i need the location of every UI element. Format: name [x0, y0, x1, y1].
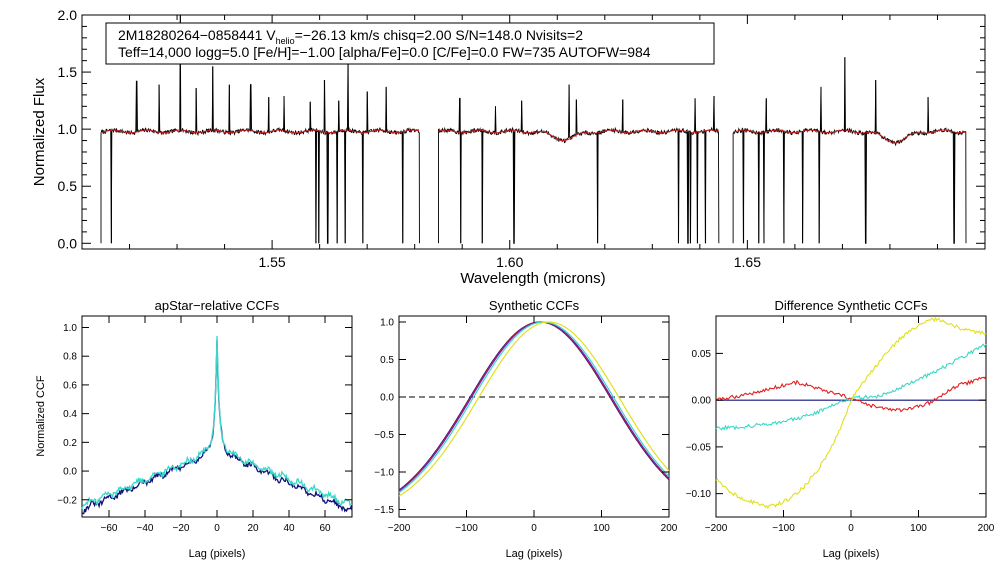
spectrum-model-line	[438, 129, 719, 142]
spectrum-observed-line	[438, 84, 720, 244]
difference-x-tick-label: −100	[772, 523, 795, 534]
synthetic-y-tick-label: 0.5	[380, 355, 394, 366]
difference-x-tick-label: 100	[910, 523, 927, 534]
apstar-y-label: Normalized CCF	[35, 375, 47, 457]
difference-x-label: Lag (pixels)	[823, 548, 880, 560]
spectrum-model-line	[100, 129, 420, 134]
spectrum-data-group	[100, 14, 967, 244]
apstar-x-label: Lag (pixels)	[189, 548, 246, 560]
synthetic-title: Synthetic CCFs	[489, 298, 580, 313]
info-line-1-subscript: helio	[276, 36, 295, 46]
apstar-x-tick-label: −20	[173, 523, 190, 534]
spectrum-y-tick-label: 1.0	[58, 121, 78, 137]
synthetic-tick-group: −200 −100 0 100 200 −1.5 −1.0 −0.5 0.0 0.5 1.0	[374, 316, 678, 534]
info-line-1: 2M18280264−0858441 Vhelio=−26.13 km/s ch…	[118, 27, 583, 46]
difference-x-tick-label: −200	[705, 523, 728, 534]
difference-y-tick-label: 0.05	[692, 349, 712, 360]
apstar-data-group	[81, 335, 353, 515]
synthetic-x-tick-label: 0	[531, 523, 537, 534]
info-line-2: Teff=14,000 logg=5.0 [Fe/H]=−1.00 [alpha…	[118, 44, 651, 60]
info-line-1-suffix: =−26.13 km/s chisq=2.00 S/N=148.0 Nvisit…	[295, 27, 584, 43]
spectrum-observed-line	[732, 57, 967, 244]
apstar-x-tick-label: 60	[319, 523, 331, 534]
spectrum-x-tick-label: 1.55	[258, 254, 285, 270]
spectrum-y-label: Normalized Flux	[31, 77, 48, 186]
apstar-y-tick-label: 0.0	[63, 467, 77, 478]
spectrum-x-tick-label: 1.60	[496, 254, 523, 270]
apstar-y-tick-label: 0.8	[63, 352, 77, 363]
spectrum-panel: 1.55 1.60 1.65 0.0 0.5 1.0 1.5 2.0 Wavelength (…	[31, 7, 986, 287]
synthetic-x-tick-label: −100	[455, 523, 478, 534]
apstar-y-tick-label: 0.2	[63, 438, 77, 449]
difference-y-tick-label: 0.00	[692, 396, 712, 407]
synthetic-x-tick-label: −200	[388, 523, 411, 534]
apstar-title: apStar−relative CCFs	[155, 298, 280, 313]
synthetic-ccf-panel: −200 −100 0 100 200 −1.5 −1.0 −0.5 0.0 0.5 1.0 Syn…	[374, 298, 678, 560]
synthetic-y-tick-label: 0.0	[380, 393, 394, 404]
synthetic-x-tick-label: 200	[661, 523, 678, 534]
synthetic-y-tick-label: −1.5	[374, 505, 394, 516]
difference-tick-group: −200 −100 0 100 200 −0.10 −0.05 0.00 0.05	[686, 316, 995, 534]
spectrum-x-label: Wavelength (microns)	[460, 270, 605, 287]
difference-ccf-line-cyan	[715, 343, 987, 431]
difference-ccf-line-yellow	[715, 316, 987, 510]
apstar-x-tick-label: 40	[283, 523, 295, 534]
synthetic-axes-frame	[398, 315, 670, 518]
spectrum-axes-frame	[81, 14, 986, 250]
difference-data-group	[715, 316, 987, 510]
synthetic-ccf-line-navy	[398, 321, 670, 491]
synthetic-x-tick-label: 100	[593, 523, 610, 534]
spectrum-y-tick-label: 2.0	[58, 7, 78, 23]
apstar-y-tick-label: −0.2	[57, 495, 77, 506]
spectrum-y-tick-label: 0.5	[58, 178, 78, 194]
synthetic-data-group	[398, 321, 670, 497]
spectrum-x-tick-label: 1.65	[734, 254, 761, 270]
spectrum-y-tick-label: 1.5	[58, 64, 78, 80]
difference-axes-frame	[715, 315, 987, 518]
spectrum-y-tick-label: 0.0	[58, 235, 78, 251]
synthetic-y-tick-label: 1.0	[380, 318, 394, 329]
synthetic-y-tick-label: −1.0	[374, 468, 394, 479]
difference-x-tick-label: 200	[978, 523, 995, 534]
apstar-x-tick-label: 0	[214, 523, 220, 534]
apstar-ccf-panel: −60 −40 −20 0 20 40 60 −0.2 0.0 0.2 0.4 0.6 0.8 1.0 a…	[35, 298, 353, 560]
synthetic-y-tick-label: −0.5	[374, 430, 394, 441]
info-line-1-prefix: 2M18280264−0858441 V	[118, 27, 276, 43]
synthetic-ccf-line-red	[398, 321, 670, 492]
difference-ccf-line-red	[715, 375, 987, 413]
synthetic-x-label: Lag (pixels)	[506, 548, 563, 560]
apstar-y-tick-label: 0.4	[63, 409, 77, 420]
synthetic-ccf-line-cyan	[398, 321, 670, 494]
difference-ccf-panel: −200 −100 0 100 200 −0.10 −0.05 0.00 0.05 Differ…	[686, 298, 995, 560]
apstar-y-tick-label: 0.6	[63, 380, 77, 391]
apstar-x-tick-label: −60	[101, 523, 118, 534]
difference-y-tick-label: −0.05	[686, 442, 712, 453]
apstar-x-tick-label: −40	[137, 523, 154, 534]
info-box	[105, 22, 715, 65]
spectrum-model-line	[732, 129, 966, 144]
synthetic-ccf-line-purple	[398, 321, 670, 492]
apstar-x-tick-label: 20	[247, 523, 259, 534]
difference-y-tick-label: −0.10	[686, 489, 712, 500]
difference-title: Difference Synthetic CCFs	[775, 298, 928, 313]
difference-x-tick-label: 0	[848, 523, 854, 534]
apstar-y-tick-label: 1.0	[63, 323, 77, 334]
apstar-tick-group: −60 −40 −20 0 20 40 60 −0.2 0.0 0.2 0.4 0.6 0.8 1.0	[57, 316, 352, 534]
synthetic-ccf-line-yellow	[398, 321, 670, 497]
spectrum-tick-group: 1.55 1.60 1.65 0.0 0.5 1.0 1.5 2.0	[58, 7, 985, 270]
apstar-ccf-line-cyan	[81, 335, 353, 509]
